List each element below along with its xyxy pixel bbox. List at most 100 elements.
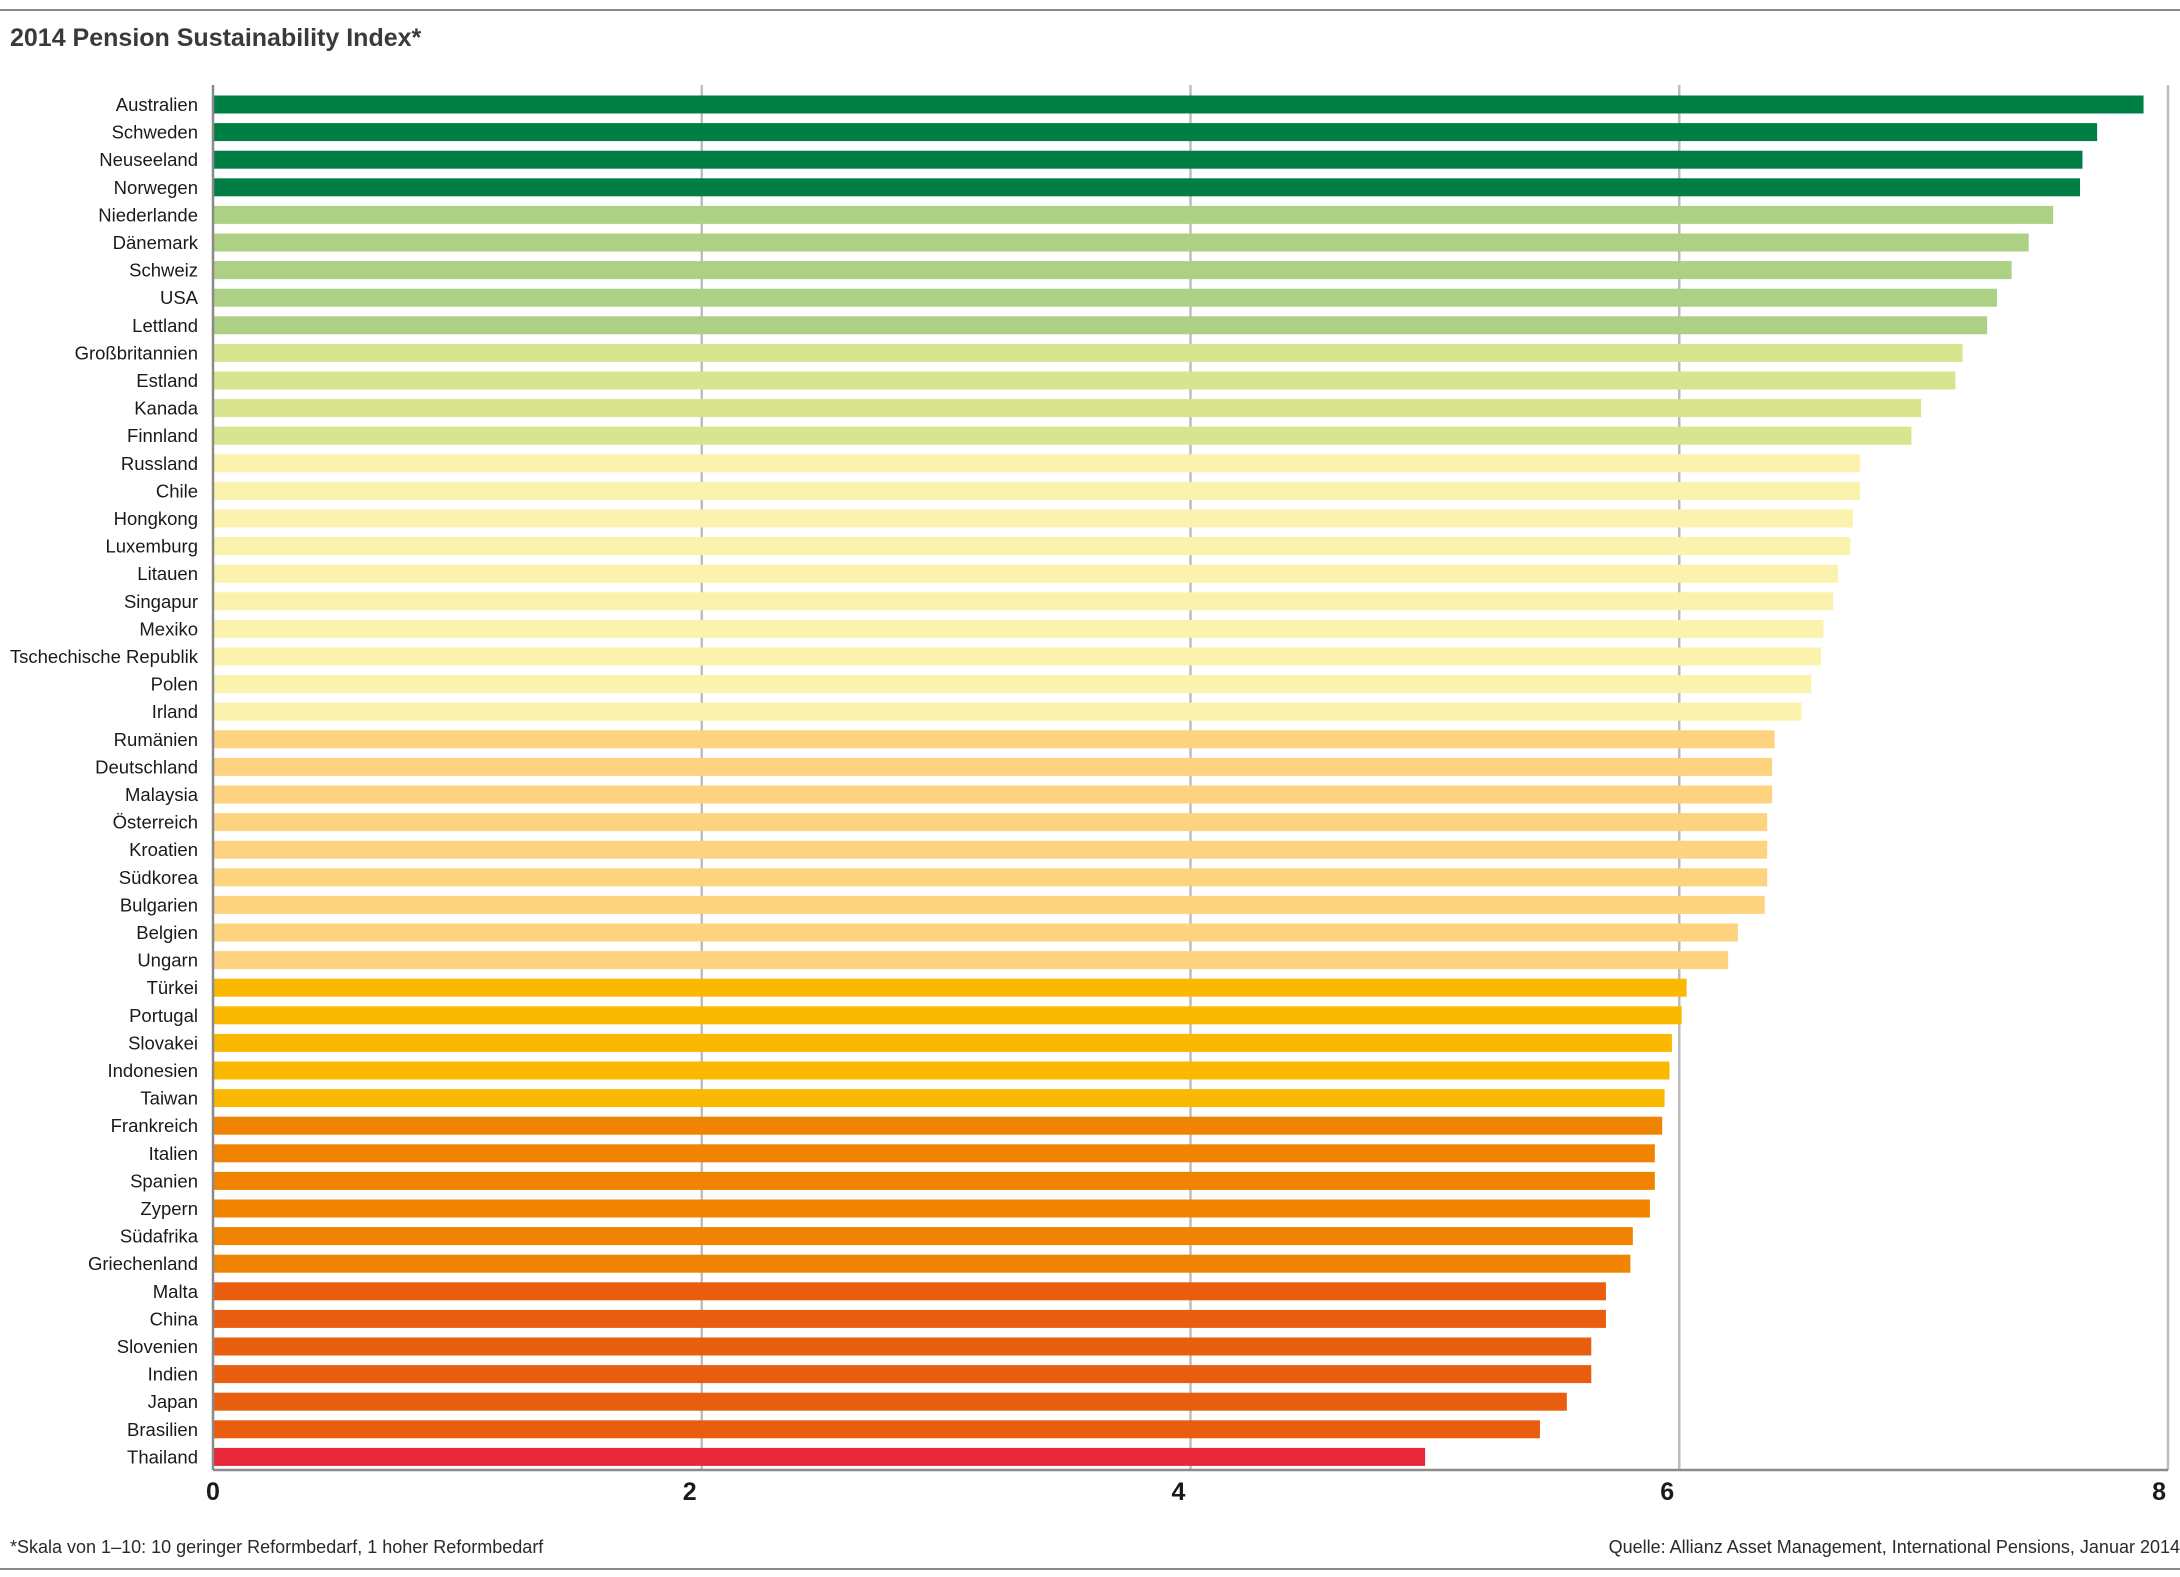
category-label: Japan bbox=[148, 1391, 198, 1412]
bar-Hongkong bbox=[213, 509, 1853, 528]
category-label: Schweden bbox=[112, 122, 198, 143]
bar-Brasilien bbox=[213, 1420, 1540, 1439]
top-rule bbox=[0, 9, 2180, 11]
bar-Estland bbox=[213, 371, 1956, 390]
bottom-rule bbox=[0, 1568, 2180, 1570]
category-label: Dänemark bbox=[113, 232, 199, 253]
category-label: Lettland bbox=[132, 315, 198, 336]
category-label: Russland bbox=[121, 453, 198, 474]
category-label: Hongkong bbox=[114, 508, 198, 529]
category-label: Niederlande bbox=[98, 204, 198, 225]
bar-Türkei bbox=[213, 978, 1687, 997]
chart-title: 2014 Pension Sustainability Index* bbox=[10, 24, 422, 52]
category-label: Neuseeland bbox=[99, 149, 198, 170]
category-label: Frankreich bbox=[111, 1115, 198, 1136]
bar-Schweiz bbox=[213, 261, 2012, 280]
bar-Südkorea bbox=[213, 868, 1768, 887]
category-label: Bulgarien bbox=[120, 894, 198, 915]
bar-Großbritannien bbox=[213, 343, 1963, 362]
category-label: Thailand bbox=[127, 1446, 198, 1467]
category-label: Slovenien bbox=[117, 1336, 198, 1357]
bar-Niederlande bbox=[213, 205, 2054, 224]
bar-Lettland bbox=[213, 316, 1988, 335]
category-label: Großbritannien bbox=[75, 342, 198, 363]
bar-Kanada bbox=[213, 399, 1922, 418]
category-label: Belgien bbox=[136, 922, 198, 943]
bar-Zypern bbox=[213, 1199, 1650, 1218]
bar-Malta bbox=[213, 1282, 1606, 1301]
category-label: Türkei bbox=[147, 977, 198, 998]
bar-Griechenland bbox=[213, 1254, 1631, 1273]
category-label: Kroatien bbox=[129, 839, 198, 860]
category-label: Schweiz bbox=[129, 260, 198, 281]
category-label: Norwegen bbox=[114, 177, 198, 198]
category-label: Tschechische Republik bbox=[10, 646, 199, 667]
bar-Luxemburg bbox=[213, 537, 1851, 556]
category-label: Österreich bbox=[113, 812, 198, 833]
bar-Chile bbox=[213, 481, 1861, 500]
category-label: Irland bbox=[152, 701, 198, 722]
bar-Neuseeland bbox=[213, 150, 2083, 169]
x-tick-label: 8 bbox=[2152, 1478, 2166, 1506]
category-label: Slovakei bbox=[128, 1032, 198, 1053]
category-label: Singapur bbox=[124, 591, 198, 612]
category-label: Brasilien bbox=[127, 1419, 198, 1440]
category-label: Portugal bbox=[129, 1005, 198, 1026]
category-label: Italien bbox=[149, 1143, 198, 1164]
category-label: Australien bbox=[116, 94, 198, 115]
category-label: Griechenland bbox=[88, 1253, 198, 1274]
bar-Tschechische Republik bbox=[213, 647, 1821, 666]
bar-China bbox=[213, 1309, 1606, 1328]
bar-Polen bbox=[213, 675, 1812, 694]
category-label: Malta bbox=[153, 1281, 199, 1302]
category-label: Luxemburg bbox=[105, 536, 198, 557]
category-label: Rumänien bbox=[114, 729, 198, 750]
bar-Österreich bbox=[213, 813, 1768, 832]
category-label: Chile bbox=[156, 480, 198, 501]
bar-Malaysia bbox=[213, 785, 1773, 804]
category-label: Litauen bbox=[137, 563, 198, 584]
category-label: Deutschland bbox=[95, 756, 198, 777]
category-label: USA bbox=[160, 287, 199, 308]
x-tick-label: 6 bbox=[1660, 1478, 1674, 1506]
category-label: Ungarn bbox=[137, 950, 198, 971]
category-label: Südafrika bbox=[120, 1226, 199, 1247]
category-label: Zypern bbox=[140, 1198, 198, 1219]
category-label: Estland bbox=[136, 370, 198, 391]
category-label: Malaysia bbox=[125, 784, 199, 805]
bar-Bulgarien bbox=[213, 895, 1765, 914]
category-label: Spanien bbox=[130, 1170, 198, 1191]
bar-Australien bbox=[213, 95, 2144, 114]
bar-Ungarn bbox=[213, 951, 1729, 970]
bar-Slovenien bbox=[213, 1337, 1592, 1356]
bar-USA bbox=[213, 288, 1997, 307]
x-axis: 0 2 4 6 8 bbox=[206, 85, 2168, 1506]
bar-Singapur bbox=[213, 592, 1834, 611]
bar-Dänemark bbox=[213, 233, 2029, 252]
bar-Thailand bbox=[213, 1447, 1426, 1466]
category-label: Polen bbox=[151, 674, 198, 695]
bar-Irland bbox=[213, 702, 1802, 721]
bar-Japan bbox=[213, 1392, 1567, 1411]
bar-Indonesien bbox=[213, 1061, 1670, 1080]
bar-Südafrika bbox=[213, 1227, 1633, 1246]
category-label: Indien bbox=[148, 1364, 198, 1385]
bar-Norwegen bbox=[213, 178, 2081, 197]
footnote: *Skala von 1–10: 10 geringer Reformbedar… bbox=[10, 1537, 544, 1557]
bar-Rumänien bbox=[213, 730, 1775, 749]
bar-Frankreich bbox=[213, 1116, 1663, 1135]
bar-Italien bbox=[213, 1144, 1655, 1163]
category-label: Taiwan bbox=[140, 1088, 198, 1109]
bar-Taiwan bbox=[213, 1089, 1665, 1108]
category-label: Kanada bbox=[134, 398, 198, 419]
bar-Spanien bbox=[213, 1171, 1655, 1190]
category-label: China bbox=[150, 1308, 199, 1329]
category-label: Indonesien bbox=[107, 1060, 198, 1081]
category-label: Finnland bbox=[127, 425, 198, 446]
category-labels: Australien Schweden Neuseeland Norwegen Nied… bbox=[10, 94, 199, 1467]
x-tick-label: 4 bbox=[1172, 1478, 1186, 1506]
bar-Deutschland bbox=[213, 757, 1773, 776]
bar-Mexiko bbox=[213, 619, 1824, 638]
bar-Belgien bbox=[213, 923, 1738, 942]
bars bbox=[213, 95, 2144, 1466]
